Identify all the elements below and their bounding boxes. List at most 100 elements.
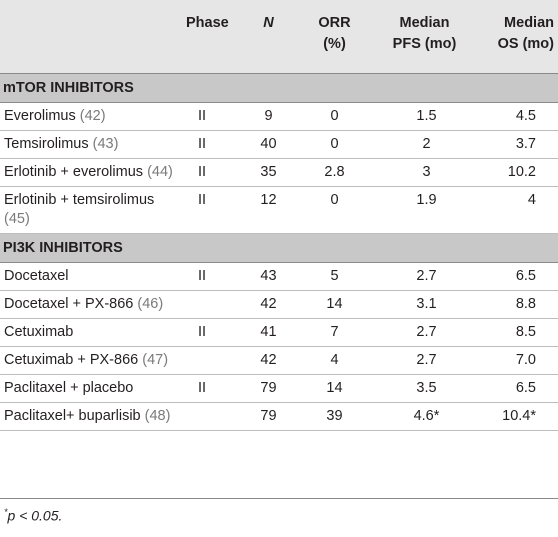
cell-phase: II xyxy=(180,318,241,347)
section-row: mTOR INHIBITORS xyxy=(0,72,558,103)
cell-orr: 5 xyxy=(296,262,361,291)
cell-n: 40 xyxy=(241,130,296,159)
section-title: PI3K INHIBITORS xyxy=(0,232,558,263)
study-name: Temsirolimus xyxy=(4,135,89,152)
section-title: mTOR INHIBITORS xyxy=(0,72,558,103)
section-row: PI3K INHIBITORS xyxy=(0,232,558,263)
table-row: Temsirolimus (43) II 40 0 2 3.7 xyxy=(0,130,558,159)
cell-n: 41 xyxy=(241,318,296,347)
cell-os: 7.0 xyxy=(466,346,558,375)
cell-orr: 0 xyxy=(296,102,361,131)
cell-pfs: 3.5 xyxy=(361,374,466,403)
table-row: Erlotinib + everolimus (44) II 35 2.8 3 10.2 xyxy=(0,158,558,187)
study-name: Erlotinib + temsirolimus xyxy=(4,191,155,208)
study-name: Everolimus xyxy=(4,107,76,124)
header-n: N xyxy=(263,15,274,31)
table-row: Cetuximab II 41 7 2.7 8.5 xyxy=(0,318,558,347)
cell-orr: 7 xyxy=(296,318,361,347)
cell-phase: II xyxy=(180,102,241,131)
cell-os: 8.5 xyxy=(466,318,558,347)
cell-study: Paclitaxel+ buparlisib (48) xyxy=(0,402,180,431)
cell-pfs: 1.9 xyxy=(361,186,466,234)
cell-os: 10.4* xyxy=(466,402,558,431)
cell-phase: II xyxy=(180,186,241,234)
cell-os: 3.7 xyxy=(466,130,558,159)
cell-n: 43 xyxy=(241,262,296,291)
cell-os: 4 xyxy=(466,186,558,234)
study-name: Erlotinib + everolimus xyxy=(4,163,144,180)
study-reference: (44) xyxy=(147,163,173,180)
study-name: Docetaxel + PX-866 xyxy=(4,295,134,312)
table-row: Paclitaxel+ buparlisib (48) 79 39 4.6* 10.4* xyxy=(0,402,558,431)
study-reference: (47) xyxy=(142,351,169,368)
cell-pfs: 2.7 xyxy=(361,346,466,375)
cell-orr: 4 xyxy=(296,346,361,375)
cell-pfs: 2 xyxy=(361,130,466,159)
cell-study: Docetaxel xyxy=(0,262,180,291)
cell-phase: II xyxy=(180,374,241,403)
cell-os: 10.2 xyxy=(466,158,558,187)
cell-phase xyxy=(180,346,241,375)
cell-n: 42 xyxy=(241,290,296,319)
study-reference: (43) xyxy=(92,135,119,152)
table-row: Cetuximab + PX-866 (47) 42 4 2.7 7.0 xyxy=(0,346,558,375)
study-reference: (42) xyxy=(79,107,106,124)
cell-study: Cetuximab + PX-866 (47) xyxy=(0,346,180,375)
study-name: Cetuximab xyxy=(4,323,74,340)
study-name: Paclitaxel+ buparlisib xyxy=(4,407,141,424)
cell-study: Cetuximab xyxy=(0,318,180,347)
header-phase: Phase xyxy=(186,15,229,31)
cell-n: 42 xyxy=(241,346,296,375)
cell-orr: 14 xyxy=(296,374,361,403)
footnote-marker: * xyxy=(4,507,8,517)
header-orr: ORR (%) xyxy=(318,15,351,52)
cell-pfs: 3.1 xyxy=(361,290,466,319)
cell-phase: II xyxy=(180,262,241,291)
cell-study: Docetaxel + PX-866 (46) xyxy=(0,290,180,319)
table-row: Erlotinib + temsirolimus (45) II 12 0 1.9 4 xyxy=(0,186,558,234)
cell-orr: 14 xyxy=(296,290,361,319)
cell-os: 4.5 xyxy=(466,102,558,131)
cell-os: 6.5 xyxy=(466,374,558,403)
cell-n: 79 xyxy=(241,374,296,403)
study-reference: (48) xyxy=(144,407,171,424)
cell-n: 9 xyxy=(241,102,296,131)
cell-os: 6.5 xyxy=(466,262,558,291)
cell-orr: 0 xyxy=(296,130,361,159)
cell-phase: II xyxy=(180,158,241,187)
cell-pfs: 1.5 xyxy=(361,102,466,131)
cell-pfs: 4.6* xyxy=(361,402,466,431)
results-table: Phase N ORR (%) Median PFS (mo) Median O… xyxy=(0,0,558,431)
cell-os: 8.8 xyxy=(466,290,558,319)
cell-study: Everolimus (42) xyxy=(0,102,180,131)
header-pfs: Median PFS (mo) xyxy=(392,15,457,52)
bottom-rule xyxy=(0,498,558,499)
study-name: Cetuximab + PX-866 xyxy=(4,351,139,368)
cell-pfs: 3 xyxy=(361,158,466,187)
cell-pfs: 2.7 xyxy=(361,318,466,347)
cell-phase xyxy=(180,402,241,431)
cell-study: Erlotinib + temsirolimus (45) xyxy=(0,186,180,234)
cell-phase xyxy=(180,290,241,319)
cell-orr: 0 xyxy=(296,186,361,234)
header-os: Median OS (mo) xyxy=(497,15,554,52)
study-reference: (45) xyxy=(4,210,30,227)
table-row: Paclitaxel + placebo II 79 14 3.5 6.5 xyxy=(0,374,558,403)
study-name: Paclitaxel + placebo xyxy=(4,379,134,396)
cell-study: Erlotinib + everolimus (44) xyxy=(0,158,180,187)
cell-study: Temsirolimus (43) xyxy=(0,130,180,159)
study-name: Docetaxel xyxy=(4,267,69,284)
cell-phase: II xyxy=(180,130,241,159)
cell-orr: 39 xyxy=(296,402,361,431)
cell-orr: 2.8 xyxy=(296,158,361,187)
table-row: Docetaxel + PX-866 (46) 42 14 3.1 8.8 xyxy=(0,290,558,319)
cell-n: 12 xyxy=(241,186,296,234)
cell-n: 35 xyxy=(241,158,296,187)
cell-study: Paclitaxel + placebo xyxy=(0,374,180,403)
table-body: mTOR INHIBITORS Everolimus (42) II 9 0 1.5 4.5… xyxy=(0,72,558,431)
header-study xyxy=(0,0,180,73)
table-row: Docetaxel II 43 5 2.7 6.5 xyxy=(0,262,558,291)
table-header: Phase N ORR (%) Median PFS (mo) Median O… xyxy=(0,0,558,73)
table-row: Everolimus (42) II 9 0 1.5 4.5 xyxy=(0,102,558,131)
